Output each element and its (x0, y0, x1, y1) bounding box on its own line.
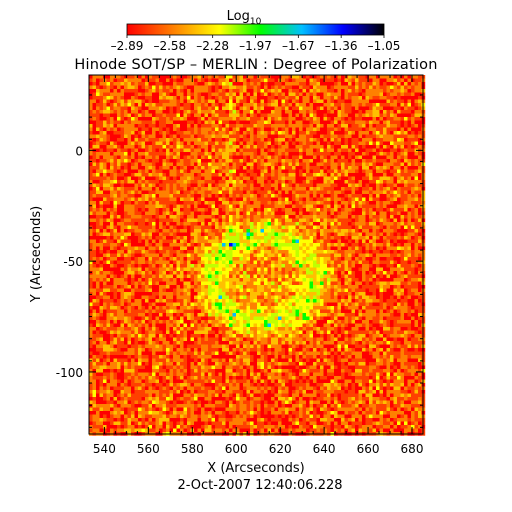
colorbar-tick-label: –2.58 (153, 39, 186, 53)
x-tick-label: 580 (181, 442, 204, 456)
y-axis-label: Y (Arcseconds) (29, 206, 44, 303)
x-tick-label: 640 (313, 442, 336, 456)
colorbar-tick-label: –1.67 (282, 39, 315, 53)
y-tick-label: -50 (63, 255, 83, 269)
chart-title: Hinode SOT/SP – MERLIN : Degree of Polar… (74, 57, 437, 73)
observation-timestamp: 2-Oct-2007 12:40:06.228 (177, 478, 342, 493)
colorbar-tick-label: –1.05 (368, 39, 401, 53)
y-tick-label: -100 (56, 366, 83, 380)
plot-frame (88, 74, 424, 435)
colorbar-label: Log10 (227, 9, 262, 27)
polarization-heatmap (89, 75, 426, 436)
x-tick-label: 680 (401, 442, 424, 456)
colorbar-tick-label: –1.36 (325, 39, 358, 53)
x-tick-label: 660 (357, 442, 380, 456)
axis-ticks: 540 560 580 600 620 640 660 680 0 -50 -100 (56, 75, 424, 456)
x-tick-label: 560 (137, 442, 160, 456)
x-tick-label: 540 (93, 442, 116, 456)
x-tick-label: 620 (269, 442, 292, 456)
x-tick-label: 600 (225, 442, 248, 456)
colorbar-tick-label: –2.28 (196, 39, 229, 53)
colorbar-tick-label: –2.89 (111, 39, 144, 53)
colorbar-ticks: –2.89 –2.58 –2.28 –1.97 –1.67 –1.36 –1.05 (111, 35, 401, 53)
y-tick-label: 0 (75, 144, 83, 158)
colorbar (126, 23, 385, 36)
x-axis-label: X (Arcseconds) (207, 461, 304, 476)
colorbar-tick-label: –1.97 (239, 39, 272, 53)
